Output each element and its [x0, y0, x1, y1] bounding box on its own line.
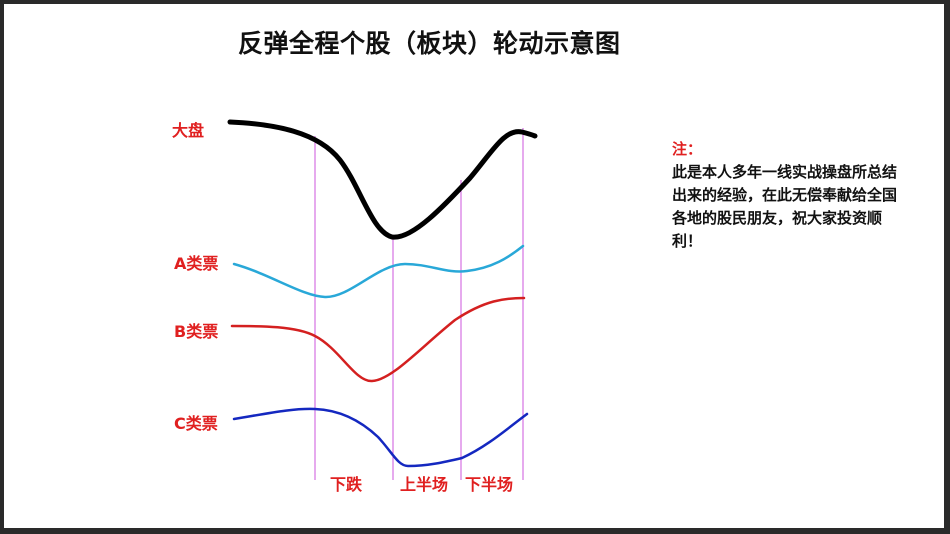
phase-label-second-half: 下半场 — [465, 475, 514, 494]
b-stocks-curve — [230, 296, 526, 383]
label-market: 大盘 — [172, 121, 205, 140]
note-heading: 注： — [672, 140, 703, 158]
market-curve — [227, 119, 538, 240]
label-c-stocks: C类票 — [174, 414, 218, 433]
a-stocks-curve — [232, 244, 525, 299]
label-a-stocks: A类票 — [174, 254, 219, 273]
note-box: 注： 此是本人多年一线实战操盘所总结出来的经验，在此无偿奉献给全国各地的股民朋友… — [672, 138, 902, 253]
note-body: 此是本人多年一线实战操盘所总结出来的经验，在此无偿奉献给全国各地的股民朋友，祝大… — [672, 163, 898, 250]
diagram-page — [4, 4, 944, 528]
label-b-stocks: B类票 — [174, 322, 219, 341]
phase-label-decline: 下跌 — [330, 475, 363, 494]
diagram-title: 反弹全程个股（板块）轮动示意图 — [238, 29, 621, 58]
c-stocks-curve — [232, 407, 529, 468]
phase-label-first-half: 上半场 — [400, 475, 449, 494]
